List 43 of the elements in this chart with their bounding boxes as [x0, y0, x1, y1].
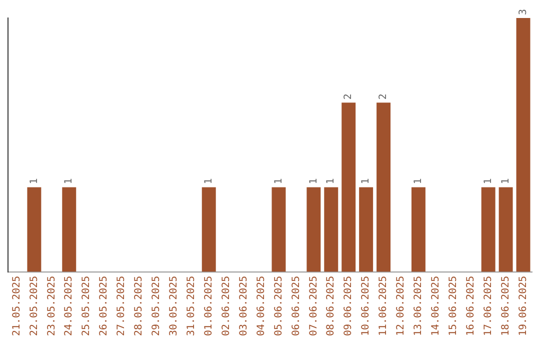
- x-tick-label: 15.06.2025: [448, 276, 459, 336]
- x-tick-label: 23.05.2025: [46, 276, 58, 336]
- x-tick-label: 05.06.2025: [273, 276, 284, 336]
- x-tick-label: 31.05.2025: [186, 276, 197, 336]
- data-label: 2: [343, 94, 354, 100]
- data-label: 1: [360, 178, 372, 184]
- x-tick-label: 30.05.2025: [168, 276, 180, 336]
- x-tick-label: 26.05.2025: [98, 276, 110, 336]
- x-tick-label: 07.06.2025: [308, 276, 320, 336]
- x-tick-label: 21.05.2025: [11, 276, 22, 336]
- x-tick-label: 08.06.2025: [326, 276, 337, 336]
- data-label: 2: [378, 94, 390, 100]
- x-tick-label: 22.05.2025: [28, 276, 40, 336]
- x-tick-label: 12.06.2025: [396, 276, 407, 336]
- data-label: 1: [64, 178, 75, 184]
- x-tick-label: 16.06.2025: [465, 276, 476, 336]
- data-label: 1: [28, 178, 40, 184]
- x-tick-label: 03.06.2025: [238, 276, 250, 336]
- x-tick-label: 27.05.2025: [116, 276, 128, 336]
- x-tick-label: 18.06.2025: [500, 276, 512, 336]
- x-tick-label: 14.06.2025: [430, 276, 442, 336]
- data-label: 1: [308, 178, 320, 184]
- x-tick-label: 17.06.2025: [482, 276, 494, 336]
- x-tick-label: 10.06.2025: [360, 276, 372, 336]
- x-tick-label: 02.06.2025: [220, 276, 232, 336]
- data-label: 1: [273, 178, 284, 184]
- data-label: 1: [326, 178, 337, 184]
- x-tick-label: 28.05.2025: [134, 276, 145, 336]
- x-tick-label: 24.05.2025: [64, 276, 75, 336]
- data-label: 1: [500, 178, 512, 184]
- x-tick-label: 25.05.2025: [81, 276, 92, 336]
- x-tick-label: 19.06.2025: [518, 276, 529, 336]
- x-tick-label: 11.06.2025: [378, 276, 390, 336]
- x-tick-label: 04.06.2025: [256, 276, 267, 336]
- data-label: 1: [203, 178, 214, 184]
- data-label: 3: [518, 8, 529, 15]
- x-tick-label: 09.06.2025: [343, 276, 354, 336]
- x-tick-label: 29.05.2025: [151, 276, 162, 336]
- x-tick-label: 06.06.2025: [290, 276, 302, 336]
- x-tick-label: 01.06.2025: [203, 276, 214, 336]
- x-tick-label: 13.06.2025: [413, 276, 424, 336]
- data-label: 1: [482, 178, 494, 184]
- data-label: 1: [413, 178, 424, 184]
